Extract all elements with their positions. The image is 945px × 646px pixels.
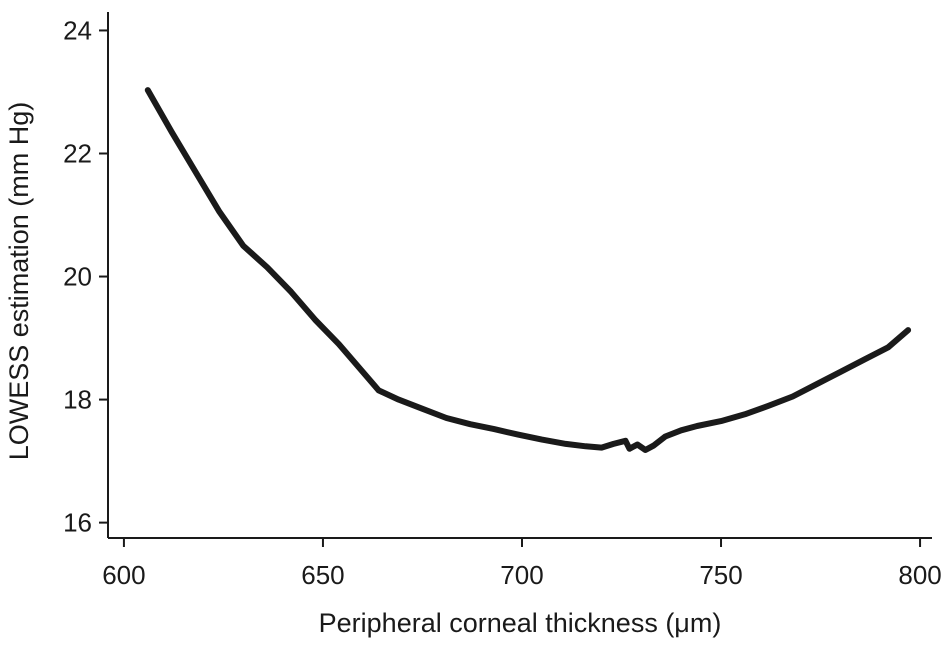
x-tick-label: 800 bbox=[898, 560, 941, 590]
x-axis-ticks: 600 650 700 750 800 bbox=[102, 538, 942, 590]
x-axis-title: Peripheral corneal thickness (μm) bbox=[319, 608, 722, 638]
x-tick-label: 600 bbox=[102, 560, 145, 590]
x-tick-label: 750 bbox=[699, 560, 742, 590]
y-axis-title: LOWESS estimation (mm Hg) bbox=[4, 102, 34, 461]
y-tick-label: 18 bbox=[63, 385, 92, 415]
x-tick-label: 700 bbox=[500, 560, 543, 590]
x-tick-label: 650 bbox=[301, 560, 344, 590]
y-tick-label: 22 bbox=[63, 138, 92, 168]
y-axis-ticks: 16 18 20 22 24 bbox=[63, 15, 108, 538]
lowess-curve-line bbox=[144, 87, 912, 453]
y-tick-label: 20 bbox=[63, 262, 92, 292]
y-tick-label: 16 bbox=[63, 508, 92, 538]
plot-area bbox=[144, 87, 912, 453]
y-tick-label: 24 bbox=[63, 15, 92, 45]
